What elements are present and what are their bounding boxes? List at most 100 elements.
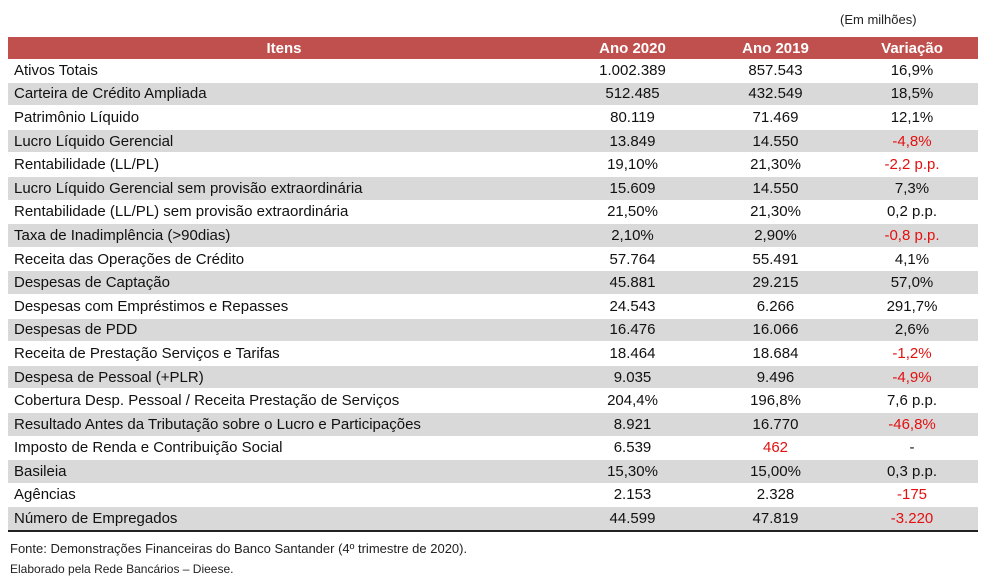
variation-cell: 2,6% bbox=[846, 318, 978, 343]
credit-note: Elaborado pela Rede Bancários – Dieese. bbox=[10, 562, 234, 576]
item-cell: Cobertura Desp. Pessoal / Receita Presta… bbox=[8, 388, 560, 413]
item-cell: Despesa de Pessoal (+PLR) bbox=[8, 365, 560, 390]
year-2020-cell: 1.002.389 bbox=[560, 59, 705, 83]
year-2020-cell: 21,50% bbox=[560, 200, 705, 225]
year-2020-cell: 18.464 bbox=[560, 341, 705, 366]
variation-cell: -46,8% bbox=[846, 412, 978, 437]
source-note: Fonte: Demonstrações Financeiras do Banc… bbox=[10, 541, 468, 556]
year-2020-cell: 16.476 bbox=[560, 318, 705, 343]
table-row: Resultado Antes da Tributação sobre o Lu… bbox=[8, 412, 978, 437]
variation-cell: 4,1% bbox=[846, 247, 978, 272]
year-2020-cell: 44.599 bbox=[560, 506, 705, 532]
table-row: Cobertura Desp. Pessoal / Receita Presta… bbox=[8, 388, 978, 413]
year-2020-cell: 13.849 bbox=[560, 129, 705, 154]
header-items: Itens bbox=[8, 37, 560, 59]
item-cell: Despesas com Empréstimos e Repasses bbox=[8, 294, 560, 319]
variation-cell: 7,3% bbox=[846, 176, 978, 201]
variation-cell: -4,8% bbox=[846, 129, 978, 154]
variation-cell: -3.220 bbox=[846, 506, 978, 532]
item-cell: Receita das Operações de Crédito bbox=[8, 247, 560, 272]
year-2020-cell: 2,10% bbox=[560, 223, 705, 248]
table-header-row: Itens Ano 2020 Ano 2019 Variação bbox=[8, 37, 978, 59]
item-cell: Receita de Prestação Serviços e Tarifas bbox=[8, 341, 560, 366]
year-2019-cell: 857.543 bbox=[705, 59, 846, 83]
variation-cell: 57,0% bbox=[846, 270, 978, 295]
year-2020-cell: 19,10% bbox=[560, 152, 705, 177]
year-2019-cell: 21,30% bbox=[705, 200, 846, 225]
table-row: Despesas de PDD 16.476 16.066 2,6% bbox=[8, 318, 978, 343]
item-cell: Lucro Líquido Gerencial bbox=[8, 129, 560, 154]
year-2020-cell: 80.119 bbox=[560, 105, 705, 130]
year-2019-cell: 71.469 bbox=[705, 105, 846, 130]
year-2020-cell: 512.485 bbox=[560, 82, 705, 107]
table-row: Lucro Líquido Gerencial sem provisão ext… bbox=[8, 176, 978, 201]
variation-cell: 0,2 p.p. bbox=[846, 200, 978, 225]
variation-cell: - bbox=[846, 436, 978, 461]
year-2019-cell: 2.328 bbox=[705, 483, 846, 508]
year-2019-cell: 18.684 bbox=[705, 341, 846, 366]
header-year-2019: Ano 2019 bbox=[705, 37, 846, 59]
variation-cell: -2,2 p.p. bbox=[846, 152, 978, 177]
year-2019-cell: 16.066 bbox=[705, 318, 846, 343]
table-row: Ativos Totais 1.002.389 857.543 16,9% bbox=[8, 59, 978, 83]
year-2019-cell: 14.550 bbox=[705, 129, 846, 154]
unit-note: (Em milhões) bbox=[840, 12, 917, 27]
year-2020-cell: 15,30% bbox=[560, 459, 705, 484]
financial-table: Itens Ano 2020 Ano 2019 Variação Ativos … bbox=[8, 37, 978, 532]
table-row: Patrimônio Líquido 80.119 71.469 12,1% bbox=[8, 105, 978, 130]
table-row: Imposto de Renda e Contribuição Social 6.… bbox=[8, 436, 978, 461]
table-row: Basileia 15,30% 15,00% 0,3 p.p. bbox=[8, 459, 978, 484]
item-cell: Rentabilidade (LL/PL) bbox=[8, 152, 560, 177]
year-2019-cell: 2,90% bbox=[705, 223, 846, 248]
year-2020-cell: 24.543 bbox=[560, 294, 705, 319]
table-row: Receita de Prestação Serviços e Tarifas 1… bbox=[8, 341, 978, 366]
year-2020-cell: 9.035 bbox=[560, 365, 705, 390]
item-cell: Despesas de Captação bbox=[8, 270, 560, 295]
variation-cell: 291,7% bbox=[846, 294, 978, 319]
year-2019-cell: 14.550 bbox=[705, 176, 846, 201]
year-2019-cell: 16.770 bbox=[705, 412, 846, 437]
item-cell: Ativos Totais bbox=[8, 59, 560, 83]
table-row: Agências 2.153 2.328 -175 bbox=[8, 483, 978, 508]
item-cell: Imposto de Renda e Contribuição Social bbox=[8, 436, 560, 461]
header-year-2020: Ano 2020 bbox=[560, 37, 705, 59]
header-variation: Variação bbox=[846, 37, 978, 59]
year-2020-cell: 6.539 bbox=[560, 436, 705, 461]
variation-cell: -0,8 p.p. bbox=[846, 223, 978, 248]
year-2019-cell: 432.549 bbox=[705, 82, 846, 107]
table-row: Taxa de Inadimplência (>90dias) 2,10% 2,90… bbox=[8, 223, 978, 248]
table-body: Ativos Totais 1.002.389 857.543 16,9% Cartei… bbox=[8, 59, 978, 532]
table-row: Lucro Líquido Gerencial 13.849 14.550 -4,8% bbox=[8, 129, 978, 154]
year-2019-cell: 9.496 bbox=[705, 365, 846, 390]
year-2020-cell: 45.881 bbox=[560, 270, 705, 295]
year-2019-cell: 21,30% bbox=[705, 152, 846, 177]
year-2019-cell: 15,00% bbox=[705, 459, 846, 484]
year-2019-cell: 29.215 bbox=[705, 270, 846, 295]
year-2019-cell: 55.491 bbox=[705, 247, 846, 272]
item-cell: Carteira de Crédito Ampliada bbox=[8, 82, 560, 107]
table-row: Carteira de Crédito Ampliada 512.485 432.5… bbox=[8, 82, 978, 107]
variation-cell: 16,9% bbox=[846, 59, 978, 83]
year-2020-cell: 2.153 bbox=[560, 483, 705, 508]
item-cell: Patrimônio Líquido bbox=[8, 105, 560, 130]
table-row: Despesas de Captação 45.881 29.215 57,0% bbox=[8, 270, 978, 295]
item-cell: Resultado Antes da Tributação sobre o Lu… bbox=[8, 412, 560, 437]
item-cell: Lucro Líquido Gerencial sem provisão ext… bbox=[8, 176, 560, 201]
variation-cell: 12,1% bbox=[846, 105, 978, 130]
variation-cell: 7,6 p.p. bbox=[846, 388, 978, 413]
variation-cell: -4,9% bbox=[846, 365, 978, 390]
year-2019-cell: 47.819 bbox=[705, 506, 846, 532]
year-2020-cell: 57.764 bbox=[560, 247, 705, 272]
table-row: Receita das Operações de Crédito 57.764 55… bbox=[8, 247, 978, 272]
item-cell: Número de Empregados bbox=[8, 506, 560, 532]
table-row: Despesa de Pessoal (+PLR) 9.035 9.496 -4,9% bbox=[8, 365, 978, 390]
table-row: Despesas com Empréstimos e Repasses 24.54… bbox=[8, 294, 978, 319]
year-2019-cell: 196,8% bbox=[705, 388, 846, 413]
year-2019-cell: 6.266 bbox=[705, 294, 846, 319]
item-cell: Basileia bbox=[8, 459, 560, 484]
table-row: Número de Empregados 44.599 47.819 -3.220 bbox=[8, 506, 978, 532]
table-row: Rentabilidade (LL/PL) 19,10% 21,30% -2,2 p.… bbox=[8, 152, 978, 177]
item-cell: Taxa de Inadimplência (>90dias) bbox=[8, 223, 560, 248]
year-2020-cell: 204,4% bbox=[560, 388, 705, 413]
year-2020-cell: 8.921 bbox=[560, 412, 705, 437]
